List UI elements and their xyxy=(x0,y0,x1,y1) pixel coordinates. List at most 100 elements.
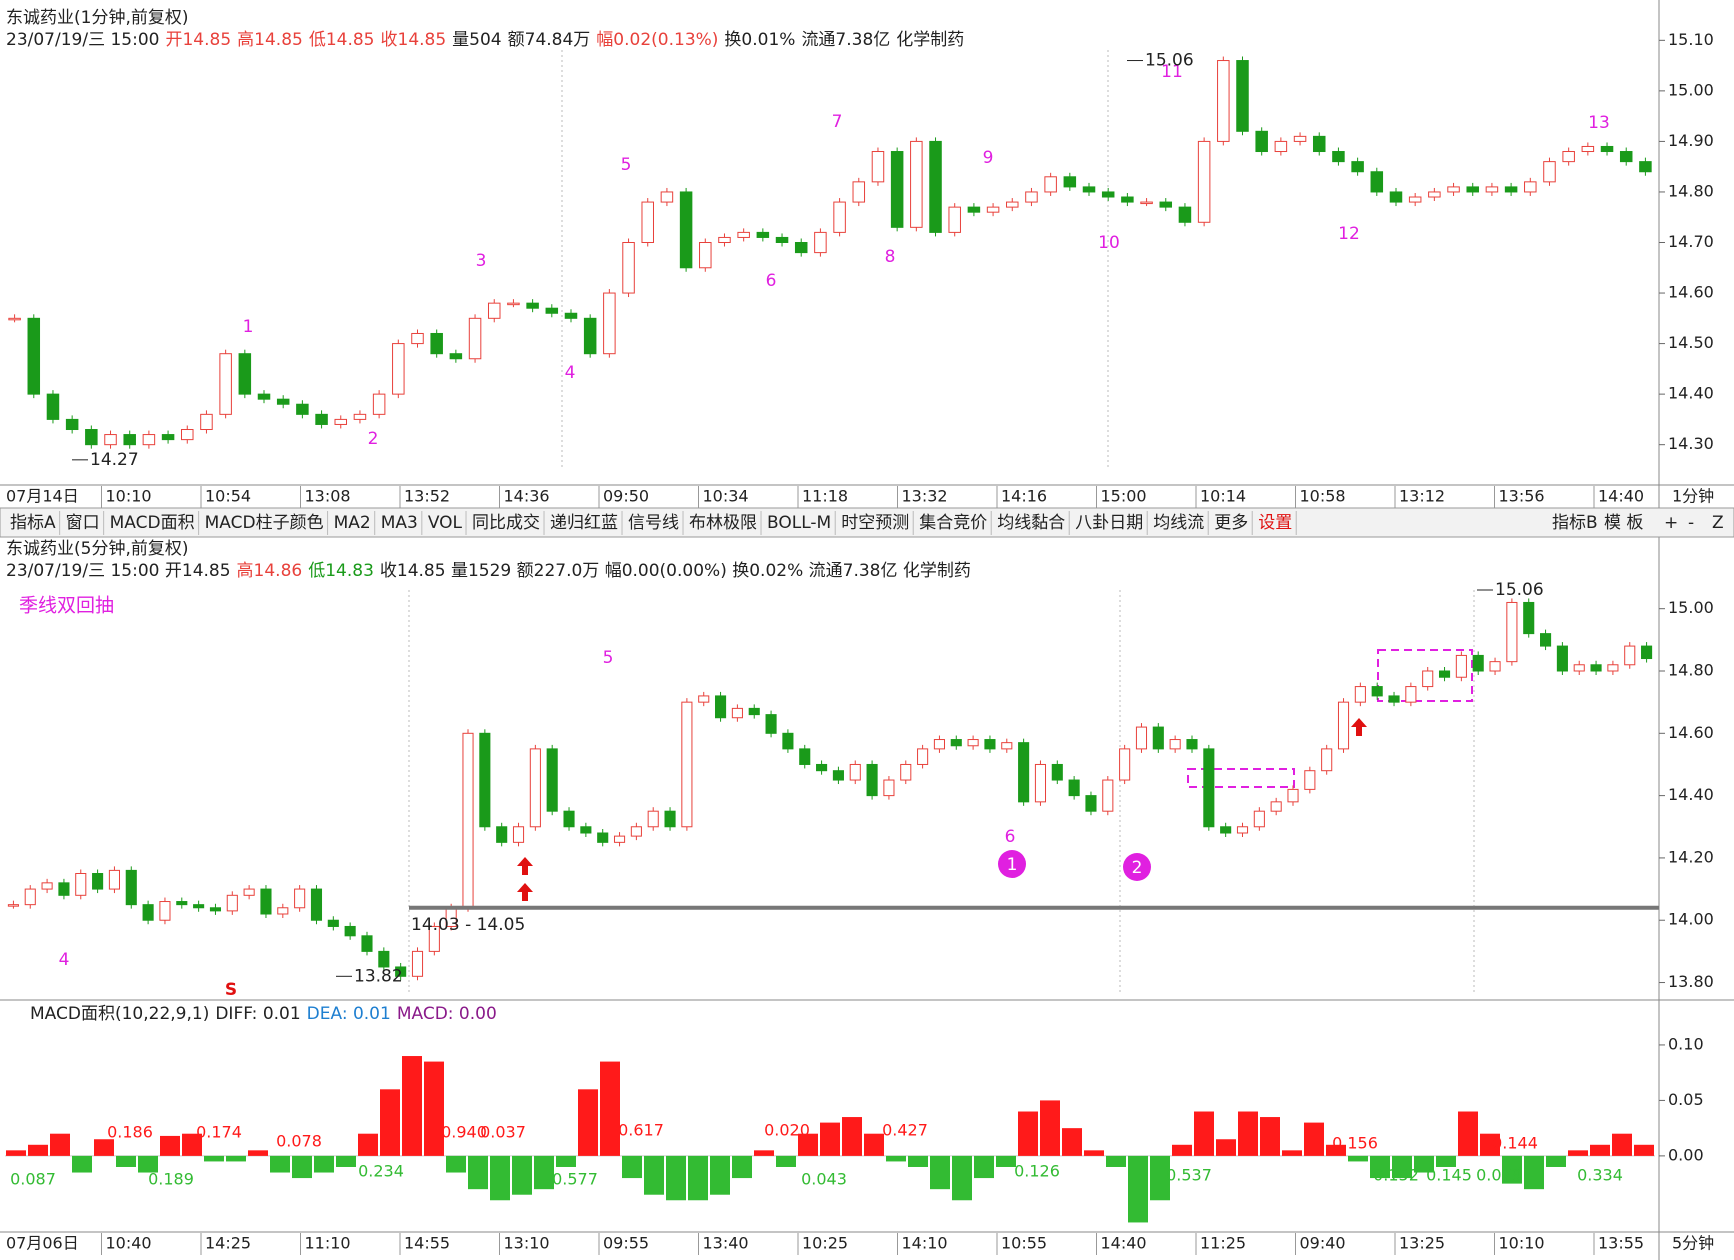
toolbar-button[interactable]: VOL xyxy=(428,513,463,533)
candle xyxy=(1121,196,1134,203)
candle xyxy=(917,748,929,765)
candle xyxy=(24,888,36,906)
toolbar-button[interactable]: MA2 xyxy=(334,513,371,533)
candle xyxy=(1159,201,1173,208)
candle xyxy=(1253,810,1265,828)
pivot-label: 6 xyxy=(766,271,777,291)
arrow xyxy=(517,857,533,875)
extreme-label: 15.06 xyxy=(1145,51,1194,71)
candle xyxy=(871,151,885,183)
candle xyxy=(209,907,222,912)
toolbar-button[interactable]: MACD面积 xyxy=(110,513,195,533)
x-tick-label: 14:40 xyxy=(1598,487,1644,506)
candle xyxy=(948,206,961,233)
toolbar-button[interactable]: 模 板 xyxy=(1604,513,1643,533)
macd-bar xyxy=(1150,1155,1170,1201)
candle xyxy=(238,353,252,395)
zone-box xyxy=(1187,768,1295,788)
toolbar-button[interactable]: 时空预测 xyxy=(841,513,909,533)
toolbar-button[interactable]: + xyxy=(1664,513,1678,533)
candle xyxy=(41,882,53,890)
macd-value-label: 0.020 xyxy=(764,1121,810,1140)
macd-value-label: 0.174 xyxy=(196,1123,242,1142)
candle xyxy=(1590,664,1602,672)
y-tick-label: 0.10 xyxy=(1668,1034,1704,1053)
macd-bar xyxy=(116,1155,136,1167)
candle xyxy=(630,826,642,837)
info-item: 换0.01% xyxy=(724,30,795,50)
toolbar-button[interactable]: 设置 xyxy=(1258,513,1292,533)
candle xyxy=(226,894,238,912)
candle xyxy=(1524,181,1537,193)
panel-info: 23/07/19/三 15:00 开14.85 高14.86 低14.83 收14.8… xyxy=(6,561,971,581)
y-tick-label: 0.00 xyxy=(1668,1145,1704,1164)
macd-bar xyxy=(1370,1155,1390,1179)
pivot-label: 7 xyxy=(832,112,843,132)
candle xyxy=(1220,826,1232,834)
macd-bar xyxy=(952,1155,972,1201)
candle xyxy=(1197,140,1211,223)
candle xyxy=(715,695,727,719)
candle xyxy=(1523,601,1535,635)
zone-box xyxy=(1377,649,1473,702)
candle xyxy=(411,950,424,977)
candle xyxy=(1152,726,1164,750)
candle xyxy=(1135,726,1148,750)
toolbar-button[interactable]: BOLL-M xyxy=(767,513,831,533)
toolbar-button[interactable]: 同比成交 xyxy=(472,513,540,533)
toolbar-button[interactable]: 指标B xyxy=(1552,513,1598,533)
pivot-label: 4 xyxy=(59,950,70,970)
macd-bar xyxy=(556,1155,576,1167)
candle xyxy=(344,925,356,937)
panel-info: 23/07/19/三 15:00 开14.85 高14.85 低14.85 收14.85… xyxy=(6,30,964,50)
candle xyxy=(1408,196,1422,203)
toolbar-button[interactable]: MACD柱子颜色 xyxy=(205,513,324,533)
toolbar-button[interactable]: 更多 xyxy=(1214,513,1248,533)
y-tick-label: 14.70 xyxy=(1668,232,1714,251)
toolbar-button[interactable]: 均线流 xyxy=(1153,513,1204,533)
candle xyxy=(372,393,386,415)
macd-value-label: 0.617 xyxy=(618,1121,664,1140)
toolbar-button[interactable]: 窗口 xyxy=(66,513,100,533)
candle xyxy=(1639,161,1652,173)
toolbar-button[interactable]: MA3 xyxy=(381,513,418,533)
candle xyxy=(1447,186,1460,193)
y-tick-label: 13.80 xyxy=(1668,972,1714,991)
pivot-label: 5 xyxy=(603,648,614,668)
x-tick-label: 13:10 xyxy=(504,1234,550,1253)
macd-value-label: 0.037 xyxy=(480,1123,526,1142)
y-tick-label: 14.80 xyxy=(1668,661,1714,680)
macd-bar xyxy=(842,1117,862,1156)
toolbar-button[interactable]: Z xyxy=(1712,513,1724,533)
toolbar-button[interactable]: 指标A xyxy=(10,513,56,533)
candle xyxy=(1287,788,1299,803)
candle xyxy=(603,292,616,355)
toolbar-button[interactable]: 集合竞价 xyxy=(919,513,987,533)
candle xyxy=(1600,145,1614,153)
toolbar-button[interactable]: 八卦日期 xyxy=(1075,513,1143,533)
toolbar-button[interactable]: 布林极限 xyxy=(689,513,757,533)
candle xyxy=(1351,161,1364,173)
panel-title: 东诚药业(5分钟,前复权) xyxy=(6,539,188,559)
candle xyxy=(260,888,272,915)
toolbar-button[interactable]: 均线黏合 xyxy=(997,513,1065,533)
candle xyxy=(58,882,70,896)
circle-label: 2 xyxy=(1132,858,1143,878)
macd-bar xyxy=(578,1089,598,1156)
candle xyxy=(910,140,923,228)
info-item: 收14.85 量1529 额227.0万 幅0.00(0.00%) 换0.02%… xyxy=(380,561,971,581)
candle xyxy=(1641,645,1653,660)
candle xyxy=(479,732,491,828)
toolbar-button[interactable]: - xyxy=(1688,513,1694,533)
macd-value-label: 0.078 xyxy=(276,1132,322,1151)
candle xyxy=(737,231,750,238)
pivot-label: 11 xyxy=(1161,62,1183,82)
candle xyxy=(315,413,328,425)
macd-bar xyxy=(732,1155,752,1179)
candle xyxy=(816,763,828,772)
pivot-label: 8 xyxy=(885,247,896,267)
toolbar-button[interactable]: 递归红蓝 xyxy=(550,513,618,533)
toolbar-button[interactable]: 信号线 xyxy=(628,513,679,533)
candle xyxy=(1101,191,1115,198)
macd-value-label: 0.126 xyxy=(1014,1162,1060,1181)
